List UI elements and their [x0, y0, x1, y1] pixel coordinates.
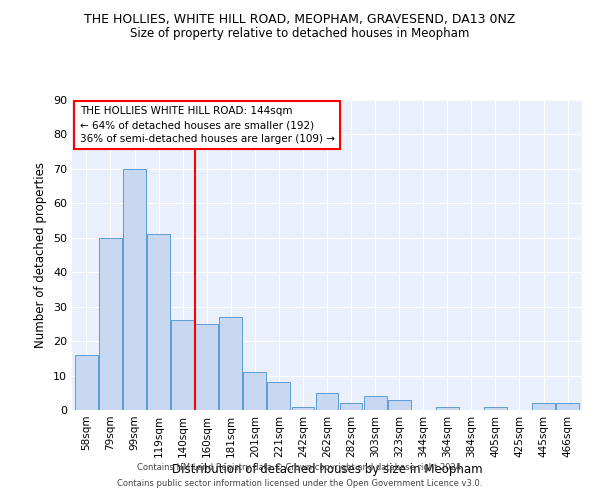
Bar: [532, 403, 555, 410]
Y-axis label: Number of detached properties: Number of detached properties: [34, 162, 47, 348]
Bar: [436, 406, 459, 410]
Text: Contains public sector information licensed under the Open Government Licence v3: Contains public sector information licen…: [118, 478, 482, 488]
Bar: [99, 238, 122, 410]
Text: THE HOLLIES, WHITE HILL ROAD, MEOPHAM, GRAVESEND, DA13 0NZ: THE HOLLIES, WHITE HILL ROAD, MEOPHAM, G…: [85, 12, 515, 26]
Text: Contains HM Land Registry data © Crown copyright and database right 2024.: Contains HM Land Registry data © Crown c…: [137, 464, 463, 472]
Bar: [195, 324, 218, 410]
Text: THE HOLLIES WHITE HILL ROAD: 144sqm
← 64% of detached houses are smaller (192)
3: THE HOLLIES WHITE HILL ROAD: 144sqm ← 64…: [80, 106, 335, 144]
Bar: [220, 317, 242, 410]
Bar: [268, 382, 290, 410]
Text: Size of property relative to detached houses in Meopham: Size of property relative to detached ho…: [130, 28, 470, 40]
Bar: [292, 406, 314, 410]
Bar: [364, 396, 386, 410]
Bar: [244, 372, 266, 410]
Bar: [340, 403, 362, 410]
Bar: [75, 355, 98, 410]
Bar: [316, 393, 338, 410]
X-axis label: Distribution of detached houses by size in Meopham: Distribution of detached houses by size …: [172, 462, 482, 475]
Bar: [171, 320, 194, 410]
Bar: [388, 400, 410, 410]
Bar: [484, 406, 507, 410]
Bar: [123, 169, 146, 410]
Bar: [147, 234, 170, 410]
Bar: [556, 403, 579, 410]
